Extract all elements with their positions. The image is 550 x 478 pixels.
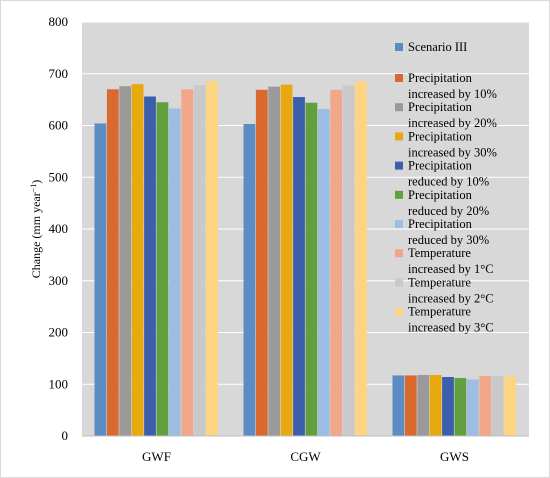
legend-label: Precipitation: [408, 217, 473, 231]
legend-swatch: [395, 278, 403, 287]
legend-swatch: [395, 132, 403, 141]
y-tick-label: 600: [49, 118, 69, 133]
bar: [255, 89, 268, 436]
legend-swatch: [395, 103, 403, 112]
y-axis-label: Change (mm year−1): [29, 180, 44, 278]
bar: [392, 375, 405, 436]
x-tick-label: GWS: [440, 449, 469, 464]
bar: [243, 123, 256, 436]
y-tick-label: 300: [49, 273, 69, 288]
y-tick-label: 800: [49, 14, 69, 29]
bar: [342, 85, 355, 437]
legend-label: Scenario III: [408, 40, 467, 54]
bar: [193, 85, 206, 436]
legend-swatch: [395, 74, 403, 82]
legend-label: increased by 2°C: [408, 291, 494, 305]
bar: [168, 108, 181, 437]
legend-label: Temperature: [408, 275, 471, 289]
legend-label: Temperature: [408, 305, 471, 319]
bar: [268, 86, 281, 436]
bar: [504, 376, 516, 436]
bar: [491, 375, 504, 436]
y-tick-label: 100: [49, 376, 69, 391]
bar: [144, 96, 156, 437]
legend-label: increased by 1°C: [408, 262, 494, 276]
legend-swatch: [395, 43, 403, 51]
bar: [131, 84, 144, 436]
legend-label: reduced by 10%: [408, 175, 489, 189]
bar: [317, 108, 330, 436]
bar: [330, 89, 343, 436]
x-tick-labels: GWF CGW GWS: [142, 449, 469, 464]
bar: [417, 374, 430, 436]
legend-label: Temperature: [408, 246, 471, 260]
y-tick-label: 500: [49, 169, 69, 184]
legend-label: increased by 20%: [408, 116, 497, 130]
y-axis-label-superscript: −1: [29, 184, 38, 193]
bar: [305, 102, 318, 436]
y-tick-labels: 0 100 200 300 400 500 600 700 800: [49, 14, 69, 443]
legend-label: Precipitation: [408, 71, 473, 85]
y-axis-label-close: ): [29, 180, 43, 184]
legend-label: Precipitation: [408, 100, 473, 114]
bar: [156, 102, 169, 437]
bar: [206, 81, 218, 436]
legend-label: increased by 10%: [408, 87, 497, 101]
bar: [94, 123, 107, 437]
bar: [404, 375, 417, 436]
bar: [181, 89, 194, 437]
legend-label: reduced by 30%: [408, 233, 489, 247]
legend-label: increased by 30%: [408, 145, 497, 159]
y-tick-label: 700: [49, 66, 69, 81]
legend-label: Precipitation: [408, 188, 473, 202]
legend-label: Precipitation: [408, 159, 473, 173]
bar: [429, 374, 442, 436]
bar: [355, 81, 367, 436]
bar: [442, 377, 454, 436]
bar: [479, 375, 492, 436]
legend-label: increased by 3°C: [408, 321, 494, 335]
bar: [119, 86, 132, 437]
bar: [466, 379, 479, 436]
bar: [280, 84, 293, 437]
y-tick-label: 200: [49, 325, 69, 340]
legend-swatch: [395, 220, 403, 228]
legend-swatch: [395, 249, 403, 258]
legend-swatch: [395, 190, 403, 199]
legend-label: Precipitation: [408, 129, 473, 143]
x-tick-label: CGW: [290, 449, 321, 464]
y-tick-label: 0: [62, 428, 69, 443]
bar: [293, 97, 305, 436]
legend-swatch: [395, 307, 403, 316]
y-axis-label-main: Change (mm year: [29, 192, 43, 278]
bars: [94, 81, 516, 437]
bar: [106, 89, 119, 437]
x-tick-label: GWF: [142, 449, 171, 464]
legend-swatch: [395, 161, 403, 170]
bar: [454, 378, 467, 436]
y-tick-label: 400: [49, 221, 69, 236]
legend-label: reduced by 20%: [408, 204, 489, 218]
